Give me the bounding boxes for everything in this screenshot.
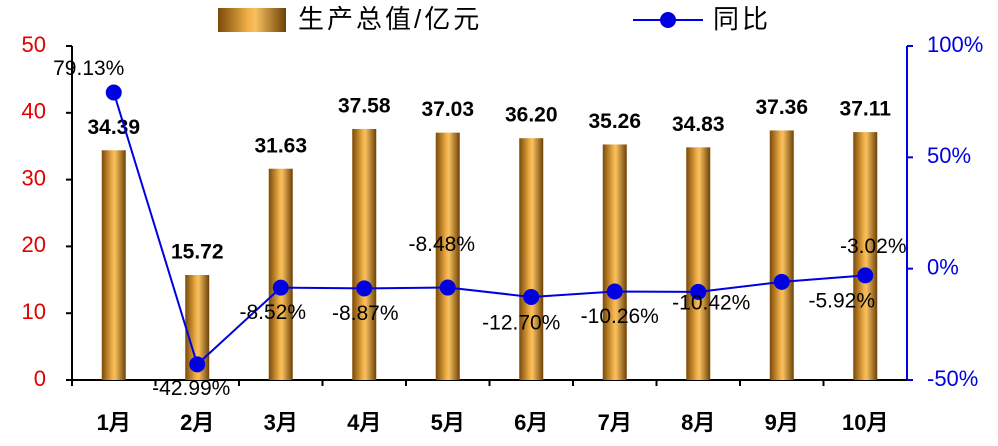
x-tick-label: 8月 — [681, 410, 715, 435]
x-tick-label: 9月 — [765, 410, 799, 435]
line-point — [690, 283, 707, 300]
x-tick-label: 10月 — [842, 410, 888, 435]
x-tick-label: 3月 — [264, 410, 298, 435]
x-tick-label: 5月 — [431, 410, 465, 435]
y2-tick-label: 0% — [927, 254, 959, 279]
bar — [686, 147, 711, 380]
bar-value-label: 34.39 — [87, 116, 140, 139]
line-value-label: -5.92% — [808, 289, 875, 312]
line — [112, 92, 866, 367]
y2-tick-label: -50% — [927, 366, 978, 391]
line-value-label: -8.48% — [408, 233, 475, 256]
x-tick-label: 4月 — [347, 410, 381, 435]
bar-value-label: 37.03 — [421, 98, 474, 121]
bar-value-label: 37.58 — [338, 95, 391, 118]
bar — [602, 144, 627, 380]
line-point — [773, 273, 790, 290]
y-tick-label: 10 — [22, 299, 46, 324]
bar-value-label: 36.20 — [505, 104, 558, 127]
y-tick-label: 20 — [22, 232, 46, 257]
legend-marker — [660, 12, 676, 28]
y2-tick-label: 100% — [927, 32, 983, 57]
line-point — [439, 279, 456, 296]
line-point — [523, 288, 540, 305]
y-tick-label: 0 — [34, 366, 46, 391]
line-point — [356, 280, 373, 297]
x-tick-label: 1月 — [97, 410, 131, 435]
legend-swatch — [218, 8, 286, 32]
line-value-label: -8.87% — [332, 302, 399, 325]
bar — [101, 150, 126, 380]
legend-label: 同比 — [713, 4, 771, 34]
bar — [519, 138, 544, 380]
line-point — [189, 356, 206, 373]
y-tick-label: 50 — [22, 32, 46, 57]
y-tick-label: 40 — [22, 99, 46, 124]
line-point — [606, 283, 623, 300]
line-point — [857, 267, 874, 284]
bar-value-label: 37.36 — [755, 96, 808, 119]
bar — [435, 132, 460, 380]
x-tick-label: 2月 — [180, 410, 214, 435]
bar-value-label: 15.72 — [171, 241, 224, 264]
line-value-label: 79.13% — [53, 57, 124, 80]
line-point — [105, 84, 122, 101]
bar-value-label: 37.11 — [840, 98, 892, 121]
bar-value-label: 34.83 — [672, 113, 725, 136]
line-value-label: -42.99% — [152, 377, 230, 400]
y2-tick-label: 50% — [927, 143, 971, 168]
bar — [769, 130, 794, 380]
bar — [268, 168, 293, 380]
y-tick-label: 30 — [22, 165, 46, 190]
bar — [853, 132, 878, 380]
line-point — [272, 279, 289, 296]
x-tick-label: 6月 — [514, 410, 548, 435]
line-value-label: -10.42% — [672, 291, 750, 314]
line-value-label: -3.02% — [840, 235, 907, 258]
bar-value-label: 35.26 — [588, 110, 641, 133]
line-value-label: -12.70% — [482, 311, 560, 334]
x-tick-label: 7月 — [598, 410, 632, 435]
bar-value-label: 31.63 — [254, 134, 307, 157]
line-value-label: -8.52% — [239, 301, 306, 324]
legend-label: 生产总值/亿元 — [298, 4, 482, 34]
line-value-label: -10.26% — [581, 305, 659, 328]
bar — [352, 128, 377, 380]
